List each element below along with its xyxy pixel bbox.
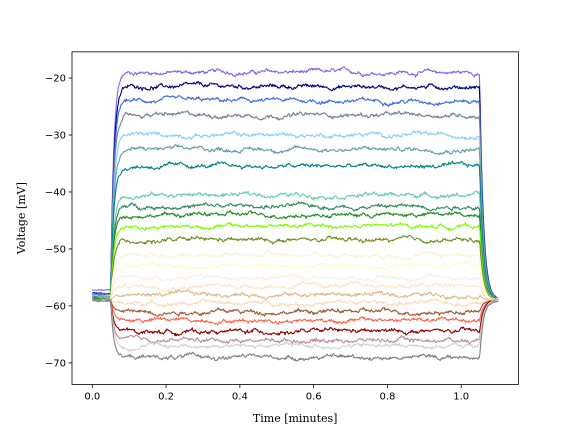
x-tick-label: 0.0 [84, 391, 100, 402]
x-tick-label: 0.2 [158, 391, 174, 402]
series-line [91, 95, 499, 300]
series-line [91, 190, 499, 301]
series-line [91, 143, 499, 300]
series-line [92, 298, 499, 317]
series-line [91, 66, 499, 299]
series-line [92, 280, 499, 302]
x-tick-label: 1.0 [453, 391, 469, 402]
y-tick-label: −20 [45, 74, 66, 85]
y-axis-label: Voltage [mV] [15, 182, 28, 255]
series-layer [91, 66, 499, 362]
series-line [91, 110, 499, 300]
series-line [92, 299, 499, 326]
series-line [92, 130, 499, 300]
series-line [92, 298, 499, 345]
y-axis-ticks: −70 −60 −50 −40 −30 −20 [45, 74, 72, 369]
y-tick-label: −30 [45, 131, 66, 142]
y-tick-label: −50 [45, 244, 66, 255]
x-axis-label: Time [minutes] [253, 412, 338, 425]
x-axis-ticks: 0.0 0.2 0.4 0.6 0.8 1.0 [84, 384, 469, 402]
series-line [92, 288, 499, 302]
series-line [92, 299, 499, 362]
y-tick-label: −40 [45, 187, 66, 198]
series-line [92, 298, 499, 337]
y-tick-label: −60 [45, 301, 66, 312]
x-tick-label: 0.6 [306, 391, 322, 402]
series-line [92, 221, 499, 302]
plot-area-background [72, 51, 519, 385]
series-line [92, 298, 499, 308]
series-line [92, 273, 499, 302]
plot-area-frame [71, 51, 519, 385]
series-line [92, 298, 499, 352]
x-tick-label: 0.4 [232, 391, 248, 402]
series-line [91, 210, 499, 301]
series-line [92, 249, 499, 302]
series-line [91, 160, 499, 301]
series-line [92, 201, 499, 301]
series-line [92, 234, 499, 302]
series-line [91, 260, 499, 302]
y-tick-label: −70 [45, 358, 66, 369]
series-line [92, 80, 499, 300]
x-tick-label: 0.8 [379, 391, 395, 402]
